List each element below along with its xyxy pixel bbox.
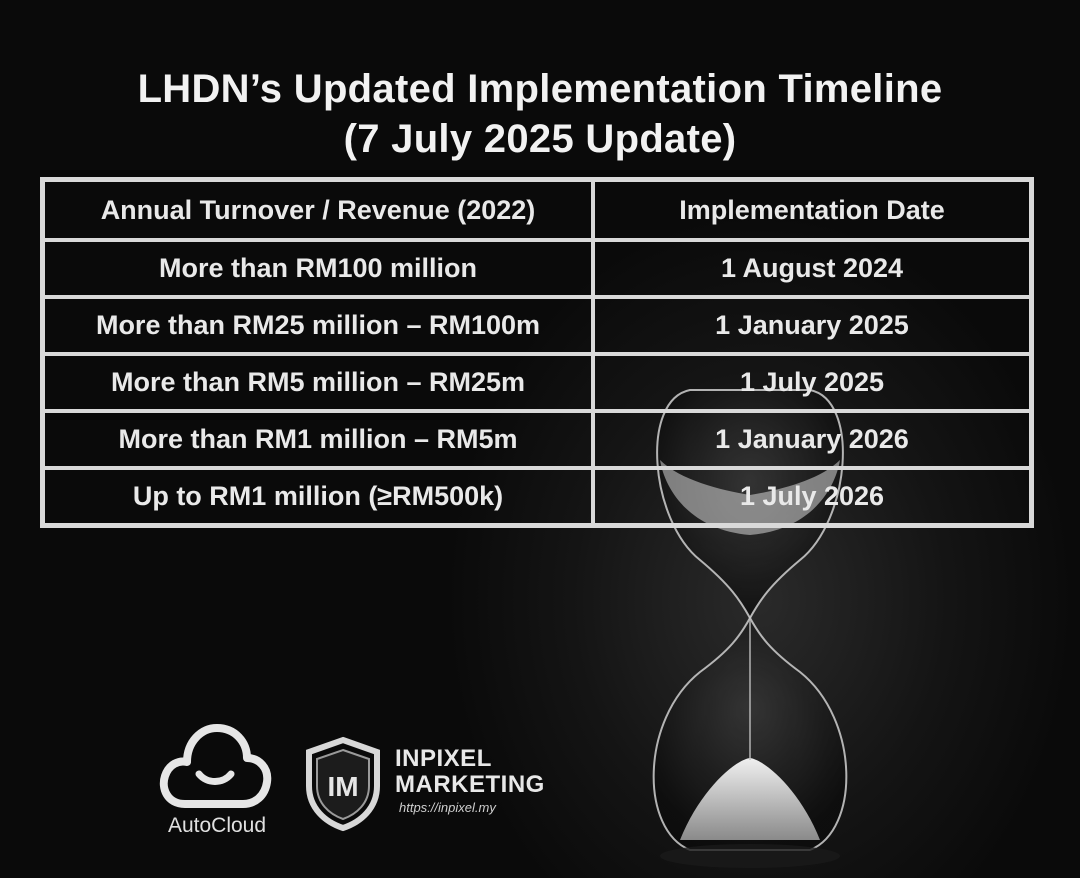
turnover-cell: More than RM100 million [43,240,593,297]
table-row: More than RM100 million 1 August 2024 [43,240,1031,297]
page-title: LHDN’s Updated Implementation Timeline (… [0,64,1080,164]
title-line-2: (7 July 2025 Update) [343,117,737,161]
date-cell: 1 January 2026 [593,411,1031,468]
turnover-cell: More than RM5 million – RM25m [43,354,593,411]
header-date: Implementation Date [593,180,1031,240]
date-cell: 1 July 2026 [593,468,1031,525]
header-turnover: Annual Turnover / Revenue (2022) [43,180,593,240]
inpixel-line-2: MARKETING [395,771,545,798]
autocloud-logo: AutoCloud [155,722,275,842]
turnover-cell: More than RM1 million – RM5m [43,411,593,468]
inpixel-url: https://inpixel.my [399,800,496,815]
hourglass-icon [652,389,848,868]
table-row: More than RM25 million – RM100m 1 Januar… [43,297,1031,354]
date-cell: 1 August 2024 [593,240,1031,297]
logos: AutoCloud IM INPIXEL MARKETING https://i… [155,722,575,842]
implementation-table: Annual Turnover / Revenue (2022) Impleme… [40,177,1034,528]
table-row: More than RM5 million – RM25m 1 July 202… [43,354,1031,411]
turnover-cell: More than RM25 million – RM100m [43,297,593,354]
autocloud-name: AutoCloud [167,814,267,837]
table-row: Up to RM1 million (≥RM500k) 1 July 2026 [43,468,1031,525]
date-cell: 1 July 2025 [593,354,1031,411]
title-line-1: LHDN’s Updated Implementation Timeline [137,67,943,111]
date-cell: 1 January 2025 [593,297,1031,354]
im-monogram: IM [327,771,358,802]
table-row: More than RM1 million – RM5m 1 January 2… [43,411,1031,468]
inpixel-line-1: INPIXEL [395,745,492,772]
shield-icon: IM [306,736,380,832]
cloud-smile-icon [159,724,272,808]
table-header-row: Annual Turnover / Revenue (2022) Impleme… [43,180,1031,240]
turnover-cell: Up to RM1 million (≥RM500k) [43,468,593,525]
inpixel-name: INPIXEL MARKETING [395,746,545,798]
